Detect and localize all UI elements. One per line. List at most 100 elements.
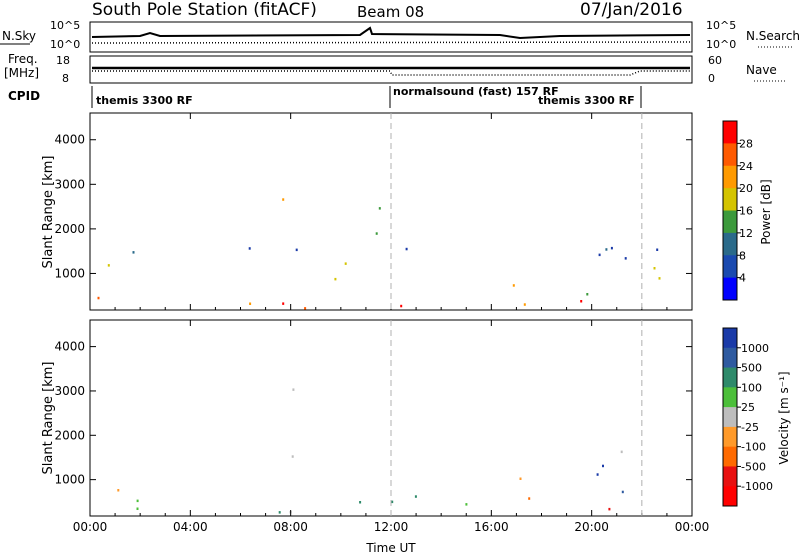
cpid-segment-1: themis 3300 RF	[96, 94, 193, 107]
colorbar-swatch	[723, 446, 737, 467]
data-cell	[414, 495, 417, 498]
data-cell	[624, 257, 627, 260]
data-cell	[282, 302, 285, 305]
nave-tick-top: 60	[708, 54, 722, 67]
data-cell	[653, 267, 656, 270]
data-cell	[292, 388, 295, 391]
colorbar-swatch	[723, 255, 737, 279]
data-cell	[248, 247, 251, 250]
data-cell	[107, 264, 110, 267]
data-cell	[620, 450, 623, 454]
data-cell	[97, 296, 100, 300]
data-cell	[304, 307, 307, 310]
data-cell	[602, 464, 604, 468]
colorbar-swatch	[723, 232, 737, 256]
colorbar-tick-label: 100	[741, 381, 762, 394]
colorbar-tick-label: -100	[741, 441, 766, 454]
data-cell	[334, 277, 337, 281]
data-cell	[598, 253, 601, 257]
freq-tick-bottom: 8	[62, 72, 69, 85]
colorbar-tick-label: 25	[741, 401, 755, 414]
data-cell	[605, 248, 608, 251]
velocity-axes: 1000 2000 3000 4000 00:00 04:00 08:00 12:00 16:0…	[54, 320, 709, 534]
freq-panel-frame	[89, 55, 693, 84]
y-tick-label: 4000	[54, 340, 85, 354]
x-tick-label: 04:00	[173, 520, 208, 534]
colorbar-tick-label: -1000	[741, 480, 773, 493]
plot-title: South Pole Station (fitACF)	[92, 0, 317, 20]
freq-label: Freq.	[8, 52, 38, 66]
nsky-trace	[91, 26, 691, 40]
colorbar-tick-label: 20	[739, 182, 753, 195]
cpid-segment-3: themis 3300 RF	[538, 94, 635, 107]
colorbar-swatch	[723, 367, 737, 388]
data-cell	[391, 500, 394, 504]
data-cell	[465, 503, 468, 506]
data-cell	[344, 262, 347, 265]
data-cell	[136, 499, 139, 503]
data-cell	[608, 507, 611, 511]
velocity-colorbar-label: Velocity [m s⁻¹]	[777, 371, 791, 464]
cpid-segment-2: normalsound (fast) 157 RF	[393, 85, 559, 98]
data-cell	[117, 489, 120, 492]
nave-label: Nave	[746, 63, 777, 77]
velocity-ylabel: Slant Range [km]	[41, 362, 56, 475]
cpid-label: CPID	[8, 89, 40, 103]
freq-unit: [MHz]	[4, 66, 39, 80]
colorbar-frame	[722, 327, 738, 507]
nsky-left-tick-bottom: 10^0	[50, 38, 80, 51]
power-plot-frame	[89, 112, 693, 311]
power-ylabel: Slant Range [km]	[41, 156, 56, 269]
colorbar-swatch	[723, 165, 737, 189]
y-tick-label: 2000	[54, 222, 85, 236]
data-cell	[528, 497, 531, 500]
data-cell	[400, 304, 403, 308]
data-cell	[291, 455, 294, 458]
nsearch-trace	[91, 41, 691, 44]
power-colorbar: 28 24 20 16 12 8 4	[722, 120, 753, 301]
nsky-label: N.Sky	[2, 29, 36, 43]
colorbar-tick-label: 8	[739, 249, 746, 262]
freq-tick-top: 18	[56, 54, 70, 67]
x-tick-label: 00:00	[73, 520, 108, 534]
data-cell	[405, 247, 408, 251]
nave-trace	[92, 70, 690, 76]
y-tick-label: 3000	[54, 177, 85, 191]
nave-tick-bottom: 0	[708, 72, 715, 85]
colorbar-tick-label: -25	[741, 421, 759, 434]
data-cell	[136, 507, 139, 510]
y-tick-label: 1000	[54, 266, 85, 280]
x-axis-label: Time UT	[365, 541, 416, 554]
y-tick-label: 2000	[54, 428, 85, 442]
colorbar-tick-label: 28	[739, 137, 753, 150]
data-cell	[621, 490, 624, 494]
data-cell	[278, 511, 281, 514]
colorbar-tick-label: 16	[739, 205, 753, 218]
data-cell	[249, 302, 252, 305]
data-cell	[610, 246, 613, 250]
colorbar-swatch	[723, 426, 737, 448]
y-tick-label: 3000	[54, 384, 85, 398]
colorbar-tick-label: 500	[741, 362, 762, 375]
colorbar-swatch	[723, 328, 737, 349]
colorbar-tick-label: 1000	[741, 342, 769, 355]
colorbar-tick-label: 24	[739, 160, 753, 173]
nsearch-right-tick-bottom: 10^0	[706, 38, 736, 51]
data-cell	[375, 232, 378, 235]
colorbar-swatch	[723, 210, 737, 234]
nsky-left-tick-top: 10^5	[50, 19, 80, 32]
data-cell	[580, 300, 583, 303]
colorbar-swatch	[723, 121, 737, 144]
colorbar-tick-label: -500	[741, 460, 766, 473]
y-tick-label: 4000	[54, 133, 85, 147]
data-cell	[658, 277, 661, 280]
data-cell	[519, 477, 522, 480]
colorbar-swatch	[723, 188, 737, 211]
x-tick-label: 20:00	[574, 520, 609, 534]
date-label: 07/Jan/2016	[580, 0, 683, 20]
colorbar-swatch	[723, 347, 737, 369]
data-cell	[132, 251, 135, 254]
data-cell	[656, 248, 659, 251]
colorbar-swatch	[723, 407, 737, 428]
